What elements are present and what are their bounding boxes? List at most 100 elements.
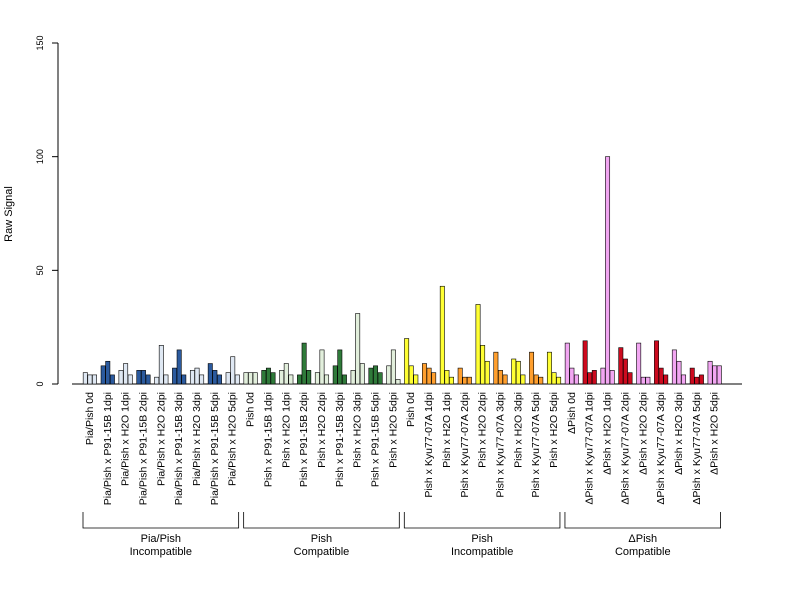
x-tick-label: Pish x H2O 3dpi [352,392,364,468]
bar [431,372,437,385]
bar [270,372,276,385]
group-bracket [82,512,240,529]
x-tick-label: Pish x H2O 1dpi [441,392,453,468]
bar [574,374,579,385]
y-tick-label: 0 [35,381,45,386]
bar [475,304,481,385]
bar [189,370,195,385]
bar [248,372,254,385]
bar [217,374,222,385]
group-bracket [243,512,400,529]
bar [466,376,472,385]
y-tick-label: 50 [35,265,45,275]
x-tick-label: Pish x H2O 2dpi [316,392,328,468]
group-label: Pia/Pish [141,533,181,545]
group-brackets: Pia/PishIncompatiblePishCompatiblePishIn… [82,512,721,558]
bar [605,156,611,385]
group-bracket [564,512,721,529]
bar [422,363,427,385]
bar [301,342,307,385]
bar [712,365,718,385]
x-tick-label: Pia/Pish x P91-15B 5dpi [209,392,221,505]
bar [493,351,499,385]
x-tick-label: ΔPish x Kyu77-07A 3dpi [655,392,667,505]
x-tick-label: ΔPish x H2O 3dpi [673,392,685,475]
bar [181,374,187,385]
bar [694,376,700,385]
bar [87,374,93,385]
bar [395,379,401,385]
bars [82,156,722,385]
bar [564,342,570,385]
bar [390,349,396,385]
bar [194,367,200,385]
bar [207,363,213,385]
bar [82,372,88,385]
bar [243,372,249,385]
bar [502,374,508,385]
bar [707,360,713,385]
y-tick-label: 150 [35,35,45,50]
bar [368,367,374,385]
x-tick-label: Pia/Pish x H2O 5dpi [227,392,239,486]
bar [230,356,236,385]
x-tick-label: ΔPish x H2O 2dpi [637,392,649,475]
bar [163,374,169,385]
bar [609,370,615,385]
bar [92,374,97,385]
bar [172,367,178,385]
bar [404,338,410,385]
bar [439,285,445,385]
x-tick-label: Pish 0d [405,392,417,427]
bar [225,372,231,385]
bar [252,372,258,385]
bar [123,363,129,385]
y-axis-label: Raw Signal [3,186,15,242]
group-sublabel: Incompatible [130,546,192,558]
x-tick-label: Pia/Pish x H2O 3dpi [191,392,203,486]
x-tick-label: ΔPish x Kyu77-07A 2dpi [619,392,631,505]
bar [457,367,463,385]
x-tick-label: Pish x H2O 1dpi [280,392,292,468]
group-label: Pish [471,533,492,545]
bar [480,345,486,385]
bar [100,365,106,385]
x-tick-label: Pish x Kyu77-07A 2dpi [459,392,471,498]
x-tick-label: ΔPish x H2O 5dpi [709,392,721,475]
x-tick-label: Pish x H2O 3dpi [512,392,524,468]
bar [145,374,151,385]
bar [533,374,539,385]
bar [154,376,160,385]
bar [698,374,704,385]
bar [591,370,597,385]
x-tick-label: Pia/Pish x H2O 1dpi [120,392,132,486]
bar [109,374,115,385]
x-tick-label: Pish x P91-15B 1dpi [262,392,274,487]
group-bracket [403,512,561,529]
bar [600,367,606,385]
group-sublabel: Incompatible [451,546,513,558]
bar [444,370,450,385]
bar [288,374,294,385]
x-tick-label: Pish x P91-15B 5dpi [370,392,382,487]
bar [319,349,325,385]
bar [373,365,378,385]
x-tick-label: Pish x Kyu77-07A 3dpi [494,392,506,498]
bar [556,376,562,385]
bar [105,360,111,385]
bar [279,370,285,385]
bar [636,342,642,385]
group-sublabel: Compatible [294,546,350,558]
bar [355,313,361,385]
bar [676,360,682,385]
bar [127,374,133,385]
x-tick-label: Pish x H2O 2dpi [477,392,489,468]
x-tick-label: Pish x H2O 5dpi [387,392,399,468]
x-tick-label: Pia/Pish x P91-15B 3dpi [173,392,185,505]
bar [314,372,320,385]
bar [212,370,218,385]
bar [658,367,664,385]
x-tick-label: Pia/Pish 0d [84,392,96,445]
bar [645,376,651,385]
